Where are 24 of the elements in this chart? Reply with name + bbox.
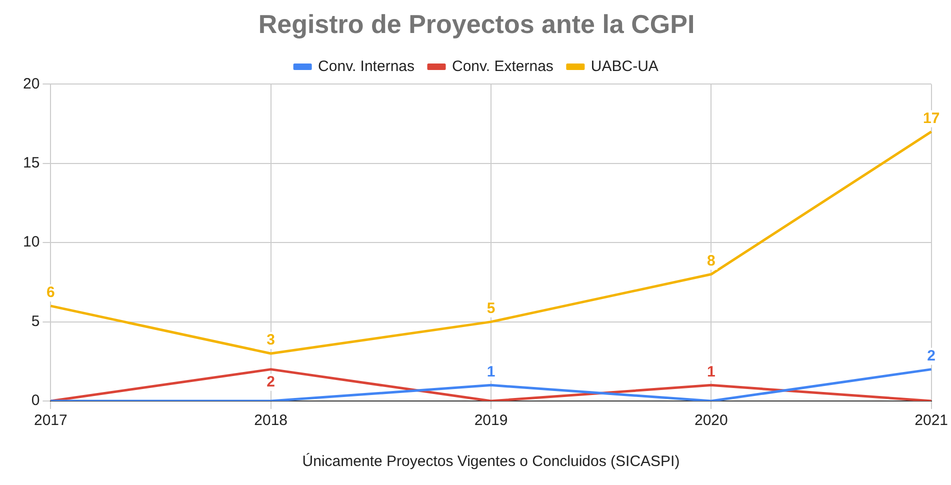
y-tick-label: 10 [22, 234, 40, 251]
data-label: 1 [706, 363, 716, 380]
data-label: 3 [266, 332, 276, 349]
x-tick-label: 2020 [694, 412, 728, 430]
legend-label: Conv. Externas [452, 58, 554, 75]
data-label: 8 [706, 252, 716, 270]
x-tick-label: 2017 [34, 412, 68, 430]
data-label: 2 [927, 347, 936, 364]
data-label: 6 [46, 284, 55, 302]
data-label: 1 [486, 363, 496, 380]
y-tick-label: 20 [22, 75, 40, 92]
x-tick-label: 2021 [914, 412, 948, 430]
x-axis-title: Únicamente Proyectos Vigentes o Concluidos (SICASPI) [302, 452, 680, 470]
data-label: 17 [922, 110, 940, 127]
y-tick-label: 5 [31, 312, 40, 330]
legend-label: UABC-UA [590, 58, 658, 75]
data-label: 2 [266, 373, 276, 390]
data-label: 5 [486, 300, 496, 317]
legend-label: Conv. Internas [318, 58, 415, 75]
y-tick-label: 15 [22, 154, 40, 172]
x-tick-label: 2018 [254, 412, 288, 430]
y-tick-label: 0 [31, 392, 40, 410]
x-tick-label: 2019 [474, 412, 508, 430]
chart-title: Registro de Proyectos ante la CGPI [258, 8, 695, 39]
